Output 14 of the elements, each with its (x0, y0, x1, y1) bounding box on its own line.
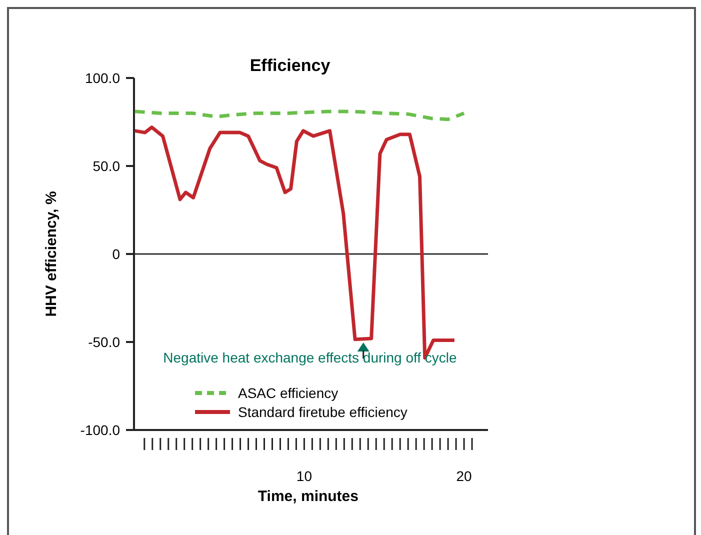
x-tick-label: 20 (456, 468, 472, 484)
annotation: Negative heat exchange effects during off cycle (163, 349, 458, 366)
chart-title: Efficiency (250, 56, 331, 75)
y-axis-title: HHV efficiency, % (43, 191, 60, 317)
y-tick-label: -50.0 (88, 334, 120, 350)
y-tick-label: 100.0 (84, 70, 120, 86)
x-axis-title: Time, minutes (258, 488, 359, 505)
y-tick-label: 50.0 (92, 158, 120, 174)
y-tick-label: -100.0 (80, 422, 120, 438)
y-tick-label: 0 (112, 246, 120, 262)
x-tick-label: 10 (296, 468, 312, 484)
legend-label: Standard firetube efficiency (238, 404, 408, 420)
legend-label: ASAC efficiency (238, 384, 338, 401)
line-series (133, 110, 466, 122)
